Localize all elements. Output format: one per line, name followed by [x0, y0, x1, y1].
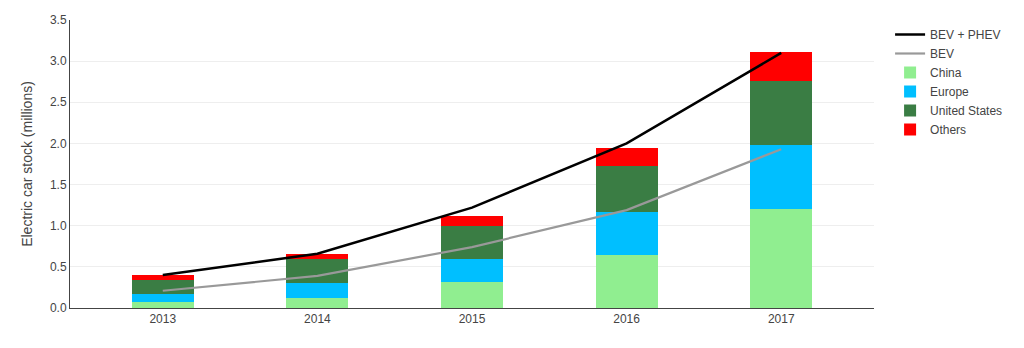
svg-text:2.5: 2.5 — [50, 95, 67, 109]
svg-text:Others: Others — [930, 123, 966, 137]
svg-text:2.0: 2.0 — [50, 137, 67, 151]
svg-text:3.5: 3.5 — [50, 13, 67, 27]
svg-text:1.5: 1.5 — [50, 178, 67, 192]
svg-text:United States: United States — [930, 104, 1002, 118]
svg-text:0.0: 0.0 — [50, 301, 67, 315]
svg-text:Europe: Europe — [930, 85, 969, 99]
svg-text:2015: 2015 — [459, 312, 486, 326]
svg-text:2014: 2014 — [304, 312, 331, 326]
svg-text:BEV: BEV — [930, 47, 954, 61]
svg-text:0.5: 0.5 — [50, 260, 67, 274]
svg-text:2013: 2013 — [149, 312, 176, 326]
svg-text:China: China — [930, 66, 962, 80]
svg-text:2016: 2016 — [613, 312, 640, 326]
svg-text:1.0: 1.0 — [50, 219, 67, 233]
svg-text:Electric car stock (millions): Electric car stock (millions) — [19, 81, 35, 247]
svg-text:3.0: 3.0 — [50, 54, 67, 68]
svg-text:2017: 2017 — [768, 312, 795, 326]
svg-text:BEV + PHEV: BEV + PHEV — [930, 28, 1000, 42]
